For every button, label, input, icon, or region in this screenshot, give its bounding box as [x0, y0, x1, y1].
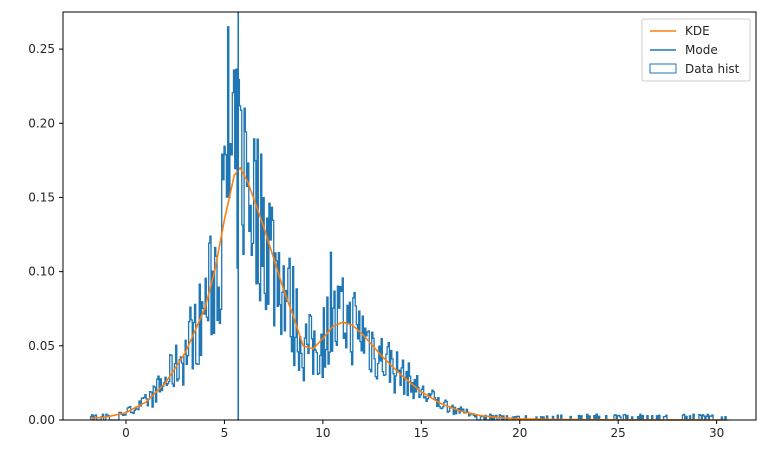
legend-mode-label: Mode — [685, 43, 718, 57]
x-tick-label: 30 — [709, 426, 724, 440]
x-axis: 0 5 10 15 20 25 30 — [122, 420, 724, 440]
plot-frame — [62, 11, 757, 421]
x-tick-label: 5 — [221, 426, 229, 440]
legend-kde-label: KDE — [685, 24, 710, 38]
x-tick-label: 10 — [315, 426, 330, 440]
legend-hist-swatch — [649, 63, 677, 74]
legend: KDE Mode Data hist — [641, 18, 751, 82]
y-tick-label: 0.20 — [28, 116, 55, 130]
y-tick-label: 0.10 — [28, 265, 55, 279]
plot-area — [63, 12, 756, 420]
x-tick-label: 25 — [611, 426, 626, 440]
histogram-series — [89, 26, 729, 421]
legend-box — [641, 18, 751, 82]
x-tick-label: 15 — [414, 426, 429, 440]
y-tick-label: 0.15 — [28, 190, 55, 204]
y-tick-label: 0.25 — [28, 42, 55, 56]
legend-hist-label: Data hist — [685, 62, 740, 76]
x-tick-label: 20 — [512, 426, 527, 440]
y-tick-label: 0.05 — [28, 339, 55, 353]
histogram-outline — [89, 26, 729, 421]
x-tick-label: 0 — [122, 426, 130, 440]
y-tick-label: 0.00 — [28, 413, 55, 427]
y-axis: 0.00 0.05 0.10 0.15 0.20 0.25 — [28, 42, 63, 427]
